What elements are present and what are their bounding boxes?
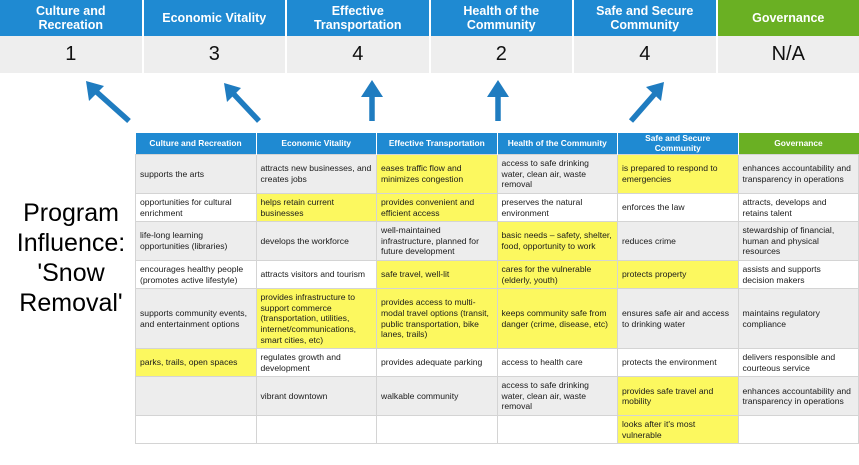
matrix-cell-r0-c4: is prepared to respond to emergencies [617, 154, 739, 194]
arrow-layer [0, 73, 859, 137]
matrix-cell-r0-c0: supports the arts [135, 154, 257, 194]
arrow-shaft-2 [226, 87, 262, 123]
matrix-cell-r4-c5: maintains regulatory compliance [737, 288, 859, 350]
matrix-header-row: Culture and Recreation Economic Vitality E… [135, 133, 859, 155]
matrix-header: Culture and Recreation Economic Vitality E… [135, 133, 859, 155]
matrix-cell-r4-c3: keeps community safe from danger (crime,… [496, 288, 618, 350]
matrix-cell-r5-c3: access to health care [496, 348, 618, 378]
matrix-cell-r6-c0 [135, 376, 257, 417]
matrix-cell-r2-c3: basic needs – safety, shelter, food, opp… [496, 221, 618, 261]
matrix-cell-r0-c2: eases traffic flow and minimizes congest… [376, 154, 498, 194]
matrix-row: parks, trails, open spaces regulates grow… [135, 348, 859, 378]
matrix-cell-r0-c3: access to safe drinking water, clean air… [496, 154, 618, 194]
matrix-body: supports the arts attracts new businesses… [135, 154, 859, 445]
matrix-row: supports the arts attracts new businesses… [135, 154, 859, 194]
matrix-cell-r5-c1: regulates growth and development [255, 348, 377, 378]
matrix-row: encourages healthy people (promotes acti… [135, 259, 859, 290]
matrix-cell-r7-c5 [737, 415, 859, 445]
matrix-cell-r1-c0: opportunities for cultural enrichment [135, 192, 257, 223]
matrix-cell-r5-c0: parks, trails, open spaces [135, 348, 257, 378]
score-banner-header-0: Culture and Recreation [0, 0, 144, 36]
matrix-cell-r0-c1: attracts new businesses, and creates job… [255, 154, 377, 194]
score-banner-value-1: 3 [143, 36, 287, 73]
matrix-cell-r6-c4: provides safe travel and mobility [617, 376, 739, 417]
score-banner-value-5: N/A [717, 36, 859, 73]
arrow-shaft-5 [628, 87, 662, 123]
matrix-cell-r6-c2: walkable community [376, 376, 498, 417]
arrow-head-3 [361, 80, 383, 97]
matrix-row: vibrant downtown walkable community access… [135, 376, 859, 417]
matrix-cell-r7-c3 [496, 415, 618, 445]
matrix-cell-r2-c2: well-maintained infrastructure, planned … [376, 221, 498, 261]
matrix-cell-r2-c1: develops the workforce [255, 221, 377, 261]
matrix-column-header-1: Economic Vitality [256, 133, 377, 155]
matrix-column-header-3: Health of the Community [497, 133, 618, 155]
matrix-cell-r1-c4: enforces the law [617, 192, 739, 223]
matrix-cell-r1-c1: helps retain current businesses [255, 192, 377, 223]
score-banner-header-row: Culture and Recreation Economic Vitality E… [0, 0, 859, 36]
matrix-cell-r4-c4: ensures safe air and access to drinking … [617, 288, 739, 350]
score-banner-value-0: 1 [0, 36, 144, 73]
matrix-cell-r3-c0: encourages healthy people (promotes acti… [135, 259, 257, 290]
matrix-cell-r7-c4: looks after it's most vulnerable [617, 415, 739, 445]
strategic-priorities-matrix: Culture and Recreation Economic Vitality E… [135, 133, 859, 445]
matrix-cell-r4-c0: supports community events, and entertain… [135, 288, 257, 350]
matrix-cell-r2-c4: reduces crime [617, 221, 739, 261]
matrix-cell-r3-c4: protects property [617, 259, 739, 290]
arrow-head-1 [86, 81, 104, 101]
matrix-cell-r5-c5: delivers responsible and courteous servi… [737, 348, 859, 378]
matrix-cell-r7-c2 [376, 415, 498, 445]
program-influence-caption: Program Influence: 'Snow Removal' [16, 199, 126, 317]
matrix-cell-r4-c1: provides infrastructure to support comme… [255, 288, 377, 350]
score-banner-value-4: 4 [574, 36, 718, 73]
matrix-cell-r5-c2: provides adequate parking [376, 348, 498, 378]
matrix-cell-r1-c3: preserves the natural environment [496, 192, 618, 223]
matrix-cell-r3-c5: assists and supports decision makers [737, 259, 859, 290]
arrow-head-5 [646, 82, 664, 101]
score-banner-header-4: Safe and Secure Community [574, 0, 718, 36]
arrow-shaft-1 [89, 84, 131, 124]
matrix-row: life-long learning opportunities (librar… [135, 221, 859, 261]
matrix-column-header-4: Safe and Secure Community [617, 133, 739, 155]
score-banner-value-row: 1 3 4 2 4 N/A [0, 36, 859, 73]
matrix-cell-r6-c5: enhances accountability and transparency… [737, 376, 859, 417]
matrix-cell-r1-c2: provides convenient and efficient access [376, 192, 498, 223]
matrix-cell-r2-c0: life-long learning opportunities (librar… [135, 221, 257, 261]
matrix-row: looks after it's most vulnerable [135, 415, 859, 445]
matrix-row: supports community events, and entertain… [135, 288, 859, 350]
matrix-cell-r6-c1: vibrant downtown [255, 376, 377, 417]
score-banner-header-3: Health of the Community [430, 0, 574, 36]
matrix-cell-r5-c4: protects the environment [617, 348, 739, 378]
score-banner-header-5: Governance [717, 0, 859, 36]
score-banner: Culture and Recreation Economic Vitality E… [0, 0, 859, 73]
matrix-cell-r1-c5: attracts, develops and retains talent [737, 192, 859, 223]
matrix-column-header-5: Governance [738, 133, 859, 155]
matrix-cell-r2-c5: stewardship of financial, human and phys… [737, 221, 859, 261]
score-banner-value-2: 4 [287, 36, 431, 73]
matrix-cell-r3-c2: safe travel, well-lit [376, 259, 498, 290]
matrix-column-header-2: Effective Transportation [376, 133, 498, 155]
arrow-head-4 [487, 80, 509, 97]
score-banner-header-1: Economic Vitality [143, 0, 287, 36]
matrix-cell-r3-c3: cares for the vulnerable (elderly, youth… [496, 259, 618, 290]
matrix-column-header-0: Culture and Recreation [135, 133, 257, 155]
matrix-cell-r6-c3: access to safe drinking water, clean air… [496, 376, 618, 417]
score-banner-value-3: 2 [430, 36, 574, 73]
matrix-cell-r7-c1 [255, 415, 377, 445]
arrow-head-2 [224, 83, 241, 102]
matrix-cell-r4-c2: provides access to multi-modal travel op… [376, 288, 498, 350]
matrix-cell-r3-c1: attracts visitors and tourism [255, 259, 377, 290]
matrix-row: opportunities for cultural enrichment hel… [135, 192, 859, 223]
matrix-cell-r0-c5: enhances accountability and transparency… [737, 154, 859, 194]
matrix-cell-r7-c0 [135, 415, 257, 445]
score-banner-header-2: Effective Transportation [287, 0, 431, 36]
